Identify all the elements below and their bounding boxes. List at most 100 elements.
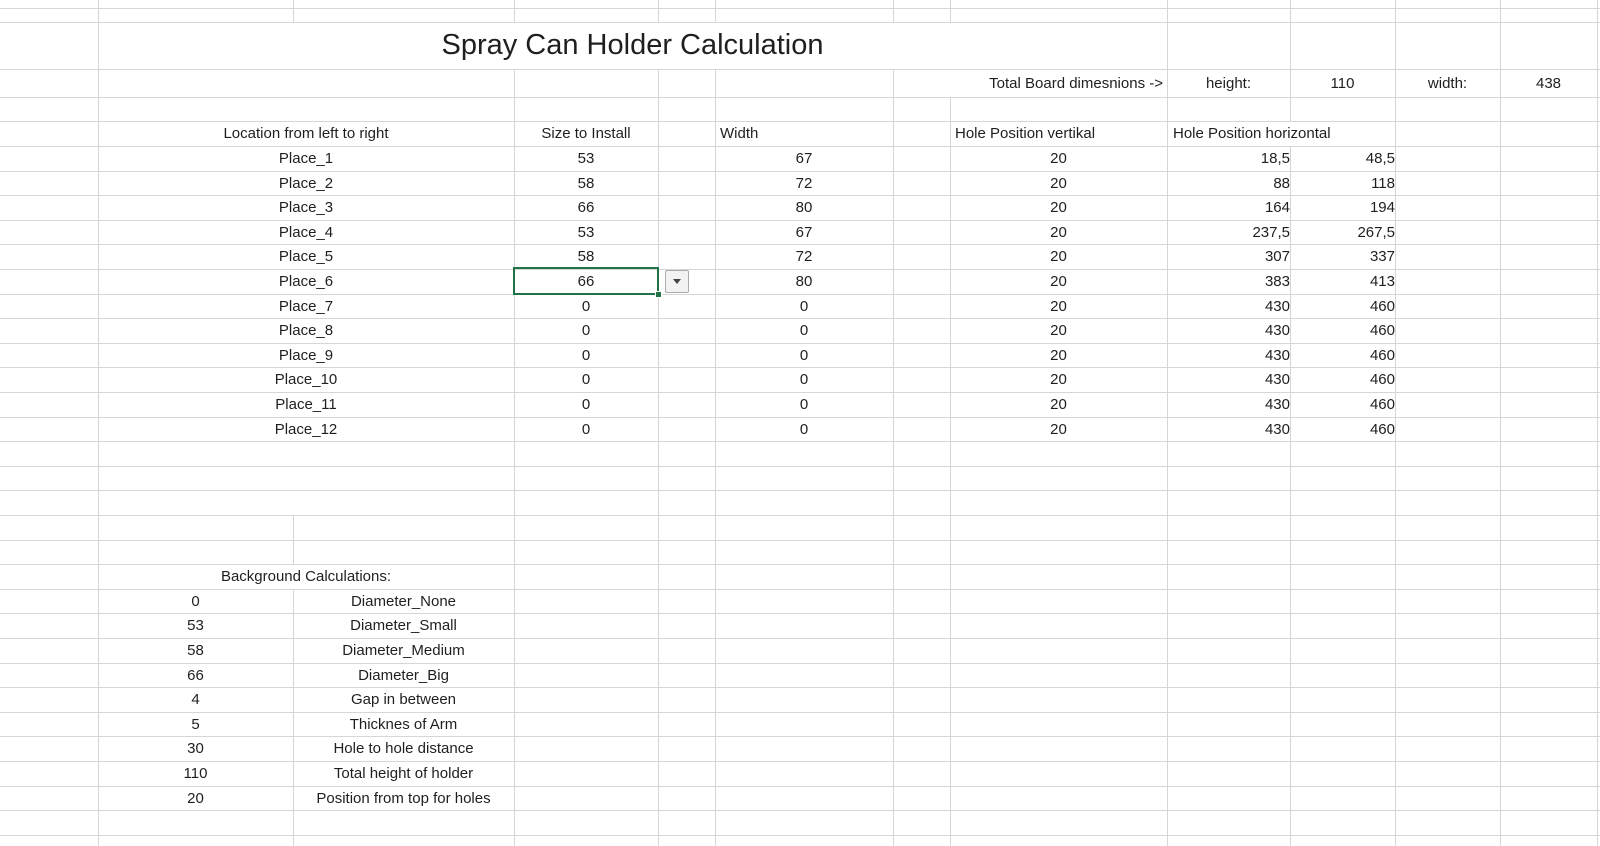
cell-width[interactable]: 0 [799,371,809,388]
cell-hole-horizontal-2[interactable]: 337 [1369,248,1395,265]
cell-size[interactable]: 0 [581,396,591,413]
cell-width[interactable]: 0 [799,322,809,339]
cell-hole-vertical[interactable]: 20 [1050,346,1067,364]
board-width-label-cell[interactable]: width: [1427,74,1468,92]
cell-size[interactable]: 0 [581,322,591,339]
board-width-value-cell[interactable]: 438 [1535,74,1562,92]
header-size-cell[interactable]: Size to Install [541,125,631,142]
cell-size[interactable]: 53 [577,223,595,241]
cell-place[interactable]: Place_12 [274,420,338,438]
cell-hole-vertical[interactable]: 20 [1050,371,1067,388]
cell-hole-horizontal-2[interactable]: 413 [1369,273,1395,290]
cell-size[interactable]: 0 [581,297,591,315]
cell-place[interactable]: Place_3 [278,199,334,216]
bc-value-cell[interactable]: 110 [183,765,208,782]
cell-size[interactable]: 66 [577,273,595,290]
cell-place[interactable]: Place_2 [278,174,334,192]
cell-hole-vertical[interactable]: 20 [1050,273,1067,290]
cell-place[interactable]: Place_4 [278,223,334,241]
background-calculations-title-cell[interactable]: Background Calculations: [220,568,392,585]
bc-value-cell[interactable]: 53 [187,617,204,634]
bc-label-cell[interactable]: Diameter_Small [350,617,457,634]
cell-hole-vertical[interactable]: 20 [1050,297,1067,315]
cell-width[interactable]: 0 [799,346,809,364]
cell-place[interactable]: Place_10 [274,371,338,388]
cell-hole-vertical[interactable]: 20 [1050,420,1067,438]
cell-hole-horizontal-2[interactable]: 267,5 [1357,223,1395,241]
header-location-cell[interactable]: Location from left to right [223,125,389,142]
bc-label-cell[interactable]: Gap in between [350,691,457,708]
cell-hole-horizontal-1[interactable]: 430 [1264,297,1290,315]
cell-place[interactable]: Place_11 [275,396,337,413]
cell-width[interactable]: 0 [799,396,809,413]
board-height-value-cell[interactable]: 110 [1330,74,1355,92]
board-height-label-cell[interactable]: height: [1205,74,1252,92]
cell-hole-vertical[interactable]: 20 [1050,248,1067,265]
selected-cell-outline[interactable] [513,267,662,298]
cell-size[interactable]: 58 [577,174,595,192]
cell-place[interactable]: Place_5 [278,248,334,265]
cell-hole-horizontal-2[interactable]: 460 [1369,297,1395,315]
cell-hole-horizontal-2[interactable]: 460 [1369,322,1395,339]
cell-hole-horizontal-1[interactable]: 88 [1273,174,1290,192]
bc-label-cell[interactable]: Diameter_Medium [342,642,465,659]
cell-size[interactable]: 0 [581,346,591,364]
cell-hole-vertical[interactable]: 20 [1050,150,1067,167]
cell-size[interactable]: 66 [577,199,595,216]
cell-width[interactable]: 67 [795,223,813,241]
bc-label-cell[interactable]: Total height of holder [333,765,474,782]
bc-value-cell[interactable]: 66 [187,666,204,684]
bc-value-cell[interactable]: 0 [191,592,200,610]
cell-hole-horizontal-2[interactable]: 48,5 [1365,150,1395,167]
cell-hole-horizontal-1[interactable]: 430 [1264,420,1290,438]
cell-hole-horizontal-1[interactable]: 18,5 [1260,150,1290,167]
bc-value-cell[interactable]: 20 [187,789,204,807]
cell-hole-horizontal-1[interactable]: 430 [1264,346,1290,364]
bc-label-cell[interactable]: Diameter_Big [358,666,449,684]
cell-hole-vertical[interactable]: 20 [1050,199,1067,216]
cell-width[interactable]: 80 [795,273,813,290]
bc-value-cell[interactable]: 58 [187,642,204,659]
cell-place[interactable]: Place_7 [278,297,334,315]
cell-place[interactable]: Place_6 [278,273,334,290]
bc-value-cell[interactable]: 30 [187,740,204,757]
cell-width[interactable]: 72 [795,248,813,265]
cell-size[interactable]: 58 [577,248,595,265]
header-width-cell[interactable]: Width [720,125,759,142]
cell-hole-vertical[interactable]: 20 [1050,223,1067,241]
cell-hole-horizontal-2[interactable]: 460 [1369,346,1395,364]
header-hole-horizontal-cell[interactable]: Hole Position horizontal [1173,125,1331,142]
bc-value-cell[interactable]: 4 [191,691,200,708]
cell-hole-vertical[interactable]: 20 [1050,174,1067,192]
cell-size[interactable]: 0 [581,371,591,388]
sheet-title-cell[interactable]: Spray Can Holder Calculation [441,29,824,61]
bc-value-cell[interactable]: 5 [191,715,200,733]
cell-hole-horizontal-1[interactable]: 383 [1264,273,1290,290]
cell-hole-horizontal-1[interactable]: 430 [1264,396,1290,413]
cell-hole-vertical[interactable]: 20 [1050,396,1067,413]
bc-label-cell[interactable]: Diameter_None [350,592,457,610]
header-hole-vertical-cell[interactable]: Hole Position vertikal [955,125,1096,142]
cell-hole-horizontal-2[interactable]: 194 [1369,199,1395,216]
cell-hole-horizontal-2[interactable]: 460 [1369,420,1395,438]
cell-hole-horizontal-2[interactable]: 460 [1369,396,1395,413]
cell-hole-vertical[interactable]: 20 [1050,322,1067,339]
cell-hole-horizontal-1[interactable]: 164 [1264,199,1290,216]
bc-label-cell[interactable]: Position from top for holes [316,789,491,807]
cell-hole-horizontal-1[interactable]: 430 [1264,322,1290,339]
bc-label-cell[interactable]: Thicknes of Arm [349,715,458,733]
fill-handle[interactable] [655,291,662,298]
cell-hole-horizontal-1[interactable]: 307 [1264,248,1290,265]
cell-width[interactable]: 80 [795,199,813,216]
cell-place[interactable]: Place_8 [278,322,334,339]
cell-place[interactable]: Place_1 [278,150,334,167]
cell-width[interactable]: 0 [799,297,809,315]
cell-size[interactable]: 53 [577,150,595,167]
cell-hole-horizontal-2[interactable]: 460 [1369,371,1395,388]
cell-hole-horizontal-1[interactable]: 430 [1264,371,1290,388]
data-validation-dropdown-button[interactable] [665,270,689,293]
cell-width[interactable]: 0 [799,420,809,438]
cell-size[interactable]: 0 [581,420,591,438]
cell-width[interactable]: 67 [795,150,813,167]
cell-width[interactable]: 72 [795,174,813,192]
